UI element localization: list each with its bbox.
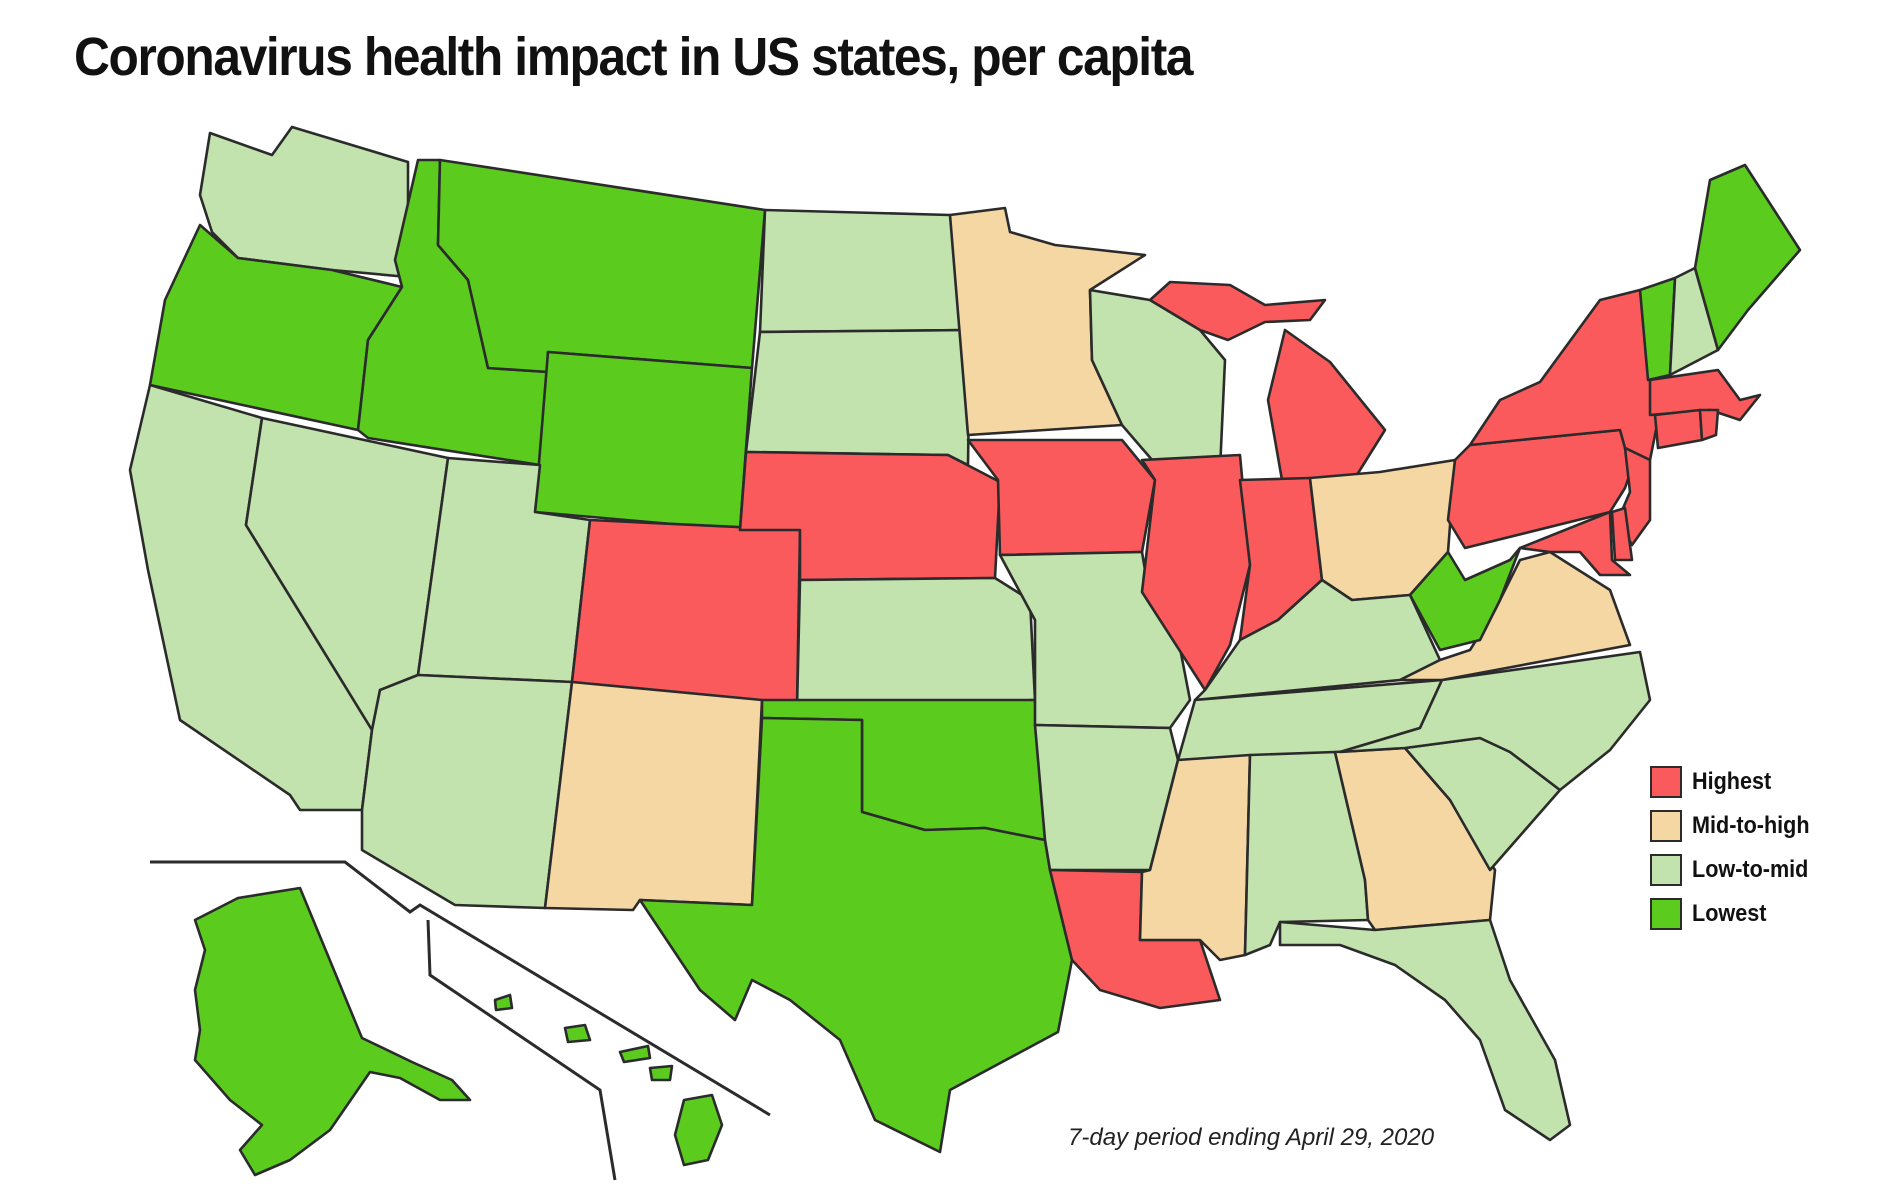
state-ny[interactable]: [1468, 288, 1660, 462]
inset-divider-hawaii: [426, 919, 617, 1181]
state-wy[interactable]: [533, 350, 754, 532]
state-va[interactable]: [1398, 550, 1632, 682]
legend-label: Mid-to-high: [1692, 812, 1810, 839]
legend-swatch-mid-to-high: [1650, 810, 1682, 842]
state-fl[interactable]: [1278, 918, 1572, 1142]
state-md[interactable]: [1518, 510, 1632, 577]
state-mn[interactable]: [948, 206, 1147, 437]
map-title: Coronavirus health impact in US states, …: [74, 27, 1194, 87]
legend-label: Low-to-mid: [1692, 856, 1809, 883]
legend-swatch-low-to-mid: [1650, 854, 1682, 886]
state-mi-up[interactable]: [1148, 280, 1327, 342]
state-de[interactable]: [1610, 506, 1634, 562]
state-nd[interactable]: [758, 208, 972, 334]
state-ky[interactable]: [1193, 578, 1442, 702]
state-tx[interactable]: [638, 716, 1074, 1154]
state-mt[interactable]: [436, 158, 767, 374]
state-wa[interactable]: [198, 125, 410, 279]
state-az[interactable]: [360, 673, 574, 910]
state-nc[interactable]: [1338, 650, 1652, 792]
state-sd[interactable]: [744, 328, 972, 467]
state-il[interactable]: [1140, 453, 1252, 692]
legend-swatch-highest: [1650, 766, 1682, 798]
legend-item-lowest: Lowest: [1650, 892, 1880, 936]
legend-label: Highest: [1692, 768, 1772, 795]
state-ks[interactable]: [795, 576, 1037, 710]
state-co[interactable]: [570, 518, 802, 710]
legend-item-highest: Highest: [1650, 760, 1880, 804]
period-note: 7-day period ending April 29, 2020: [1068, 1124, 1435, 1151]
state-ak[interactable]: [193, 886, 472, 1177]
legend-item-mid-to-high: Mid-to-high: [1650, 804, 1880, 848]
legend-item-low-to-mid: Low-to-mid: [1650, 848, 1880, 892]
state-mi[interactable]: [1266, 328, 1387, 482]
state-nm[interactable]: [543, 680, 764, 912]
state-ri[interactable]: [1698, 408, 1720, 442]
inset-divider: [150, 860, 771, 1117]
legend-swatch-lowest: [1650, 898, 1682, 930]
state-me[interactable]: [1693, 163, 1802, 352]
map-legend: Highest Mid-to-high Low-to-mid Lowest: [1650, 760, 1880, 936]
state-ct[interactable]: [1653, 408, 1704, 450]
legend-label: Lowest: [1692, 900, 1767, 927]
state-hi[interactable]: [493, 993, 724, 1167]
